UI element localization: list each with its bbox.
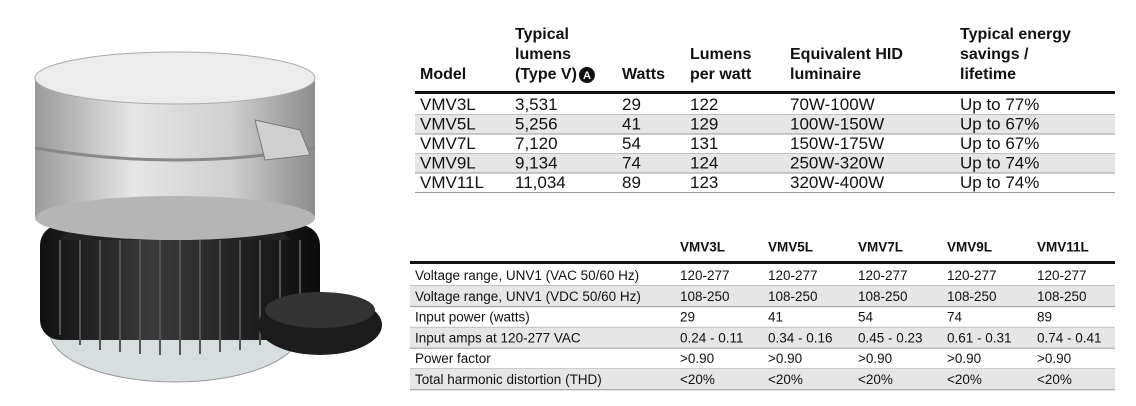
- cell: 29: [622, 95, 641, 114]
- cell: 89: [1037, 310, 1052, 325]
- note-label: A: [583, 70, 591, 82]
- cell: VMV3L: [420, 95, 476, 114]
- row-shade: [415, 114, 1115, 134]
- cell: <20%: [858, 372, 893, 387]
- cell: Up to 67%: [960, 115, 1039, 134]
- cell: 54: [622, 134, 641, 153]
- column-header: savings /: [960, 46, 1029, 63]
- cell: 0.74 - 0.41: [1037, 330, 1102, 345]
- cell: 0.34 - 0.16: [768, 330, 833, 345]
- row-label: Voltage range, UNV1 (VDC 50/60 Hz): [415, 289, 641, 304]
- column-header: lifetime: [960, 66, 1016, 83]
- column-header: Model: [420, 66, 466, 83]
- cell: 70W-100W: [790, 95, 875, 114]
- cell: 74: [947, 310, 963, 325]
- cell: <20%: [680, 372, 715, 387]
- cell: 250W-320W: [790, 154, 884, 173]
- cell: Up to 77%: [960, 95, 1039, 114]
- cell: 0.24 - 0.11: [680, 330, 744, 345]
- header-rule: [415, 91, 1115, 94]
- cell: VMV11L: [420, 173, 484, 192]
- cell: 108-250: [947, 289, 997, 304]
- row-label: Input power (watts): [415, 310, 530, 325]
- cell: VMV7L: [420, 134, 476, 153]
- cell: 0.45 - 0.23: [858, 330, 923, 345]
- cell: >0.90: [680, 351, 714, 366]
- note-icon: [578, 67, 595, 83]
- column-header: VMV11L: [1037, 240, 1089, 255]
- cell: 120-277: [1037, 268, 1087, 283]
- cell: >0.90: [1037, 351, 1071, 366]
- cell: 11,034: [515, 173, 566, 192]
- column-header: VMV5L: [768, 240, 813, 255]
- cell: VMV9L: [420, 154, 476, 173]
- cell: 108-250: [680, 289, 730, 304]
- cell: 124: [690, 154, 718, 173]
- cell: 120-277: [947, 268, 997, 283]
- column-header: Typical: [515, 26, 569, 43]
- cell: 120-277: [680, 268, 730, 283]
- cell: 123: [690, 173, 718, 192]
- column-header: VMV7L: [858, 240, 903, 255]
- column-header: Typical energy: [960, 26, 1071, 43]
- cell: 100W-150W: [790, 115, 884, 134]
- cell: 0.61 - 0.31: [947, 330, 1012, 345]
- cell: 108-250: [1037, 289, 1087, 304]
- cell: >0.90: [858, 351, 892, 366]
- cell: Up to 74%: [960, 173, 1039, 192]
- column-header: luminaire: [790, 66, 861, 83]
- cell: <20%: [768, 372, 803, 387]
- product-image: [34, 51, 382, 383]
- column-header: per watt: [690, 66, 752, 83]
- cell: 320W-400W: [790, 173, 884, 192]
- cell: 74: [622, 154, 641, 173]
- cell: 7,120: [515, 134, 558, 153]
- cell: VMV5L: [420, 115, 476, 134]
- row-label: Input amps at 120-277 VAC: [415, 330, 581, 345]
- column-header: (Type V): [515, 66, 577, 83]
- row-label: Voltage range, UNV1 (VAC 50/60 Hz): [415, 268, 639, 283]
- row-shade: [415, 153, 1115, 173]
- cell: 9,134: [515, 154, 558, 173]
- cell: 54: [858, 310, 874, 325]
- cell: >0.90: [768, 351, 802, 366]
- cell: 108-250: [768, 289, 818, 304]
- cell: 150W-175W: [790, 134, 884, 153]
- cell: 3,531: [515, 95, 558, 114]
- column-header: VMV3L: [680, 240, 725, 255]
- row-shade: [410, 285, 1115, 307]
- cell: Up to 74%: [960, 154, 1039, 173]
- cell: 120-277: [768, 268, 818, 283]
- column-header: Watts: [622, 66, 665, 83]
- row-label: Total harmonic distortion (THD): [415, 372, 602, 387]
- column-header: Lumens: [690, 46, 751, 63]
- cell: Up to 67%: [960, 134, 1039, 153]
- cell: 122: [690, 95, 718, 114]
- cell: 89: [622, 173, 641, 192]
- row-label: Power factor: [415, 351, 491, 366]
- row-shade: [410, 327, 1115, 349]
- cell: 41: [622, 115, 641, 134]
- cell: 131: [690, 134, 718, 153]
- cell: 41: [768, 310, 783, 325]
- cell: <20%: [1037, 372, 1072, 387]
- cell: >0.90: [947, 351, 981, 366]
- cell: 5,256: [515, 115, 558, 134]
- header-rule: [410, 261, 1115, 264]
- column-header: lumens: [515, 46, 571, 63]
- cell: 29: [680, 310, 695, 325]
- column-header: Equivalent HID: [790, 46, 903, 63]
- cell: 108-250: [858, 289, 908, 304]
- row-shade: [410, 369, 1115, 390]
- cell: 129: [690, 115, 718, 134]
- cell: 120-277: [858, 268, 908, 283]
- column-header: VMV9L: [947, 240, 992, 255]
- cell: <20%: [947, 372, 982, 387]
